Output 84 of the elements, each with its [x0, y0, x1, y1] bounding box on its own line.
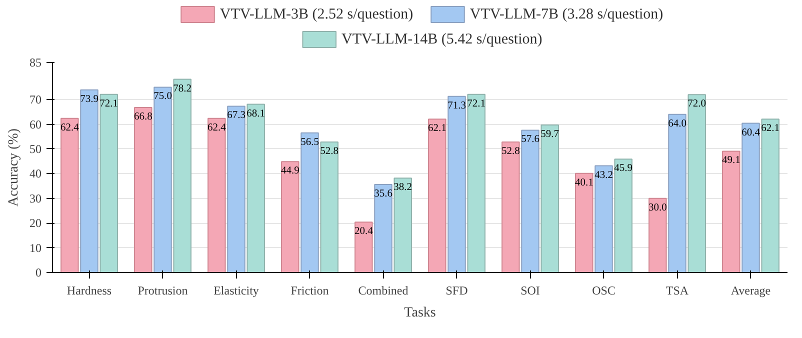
bar: [761, 118, 780, 272]
y-tick-label: 70: [30, 92, 42, 107]
bar: [448, 96, 466, 272]
bar: [467, 94, 486, 272]
data-label: 62.1: [428, 123, 446, 134]
data-label: 40.1: [574, 177, 594, 188]
data-label: 62.4: [60, 122, 80, 134]
bar: [100, 94, 118, 272]
data-label: 43.2: [594, 170, 613, 181]
data-label: 72.1: [100, 98, 118, 110]
y-tick-label: 60: [30, 117, 42, 132]
data-label: 75.0: [154, 91, 172, 102]
bar: [502, 142, 520, 272]
x-axis-title: Tasks: [404, 306, 436, 320]
data-label: 30.0: [648, 202, 667, 214]
bar: [173, 78, 192, 272]
x-tick-label: Average: [730, 284, 771, 298]
x-tick-label: TSA: [666, 284, 689, 298]
data-label: 67.3: [227, 110, 246, 122]
y-tick-label: 85: [30, 56, 42, 70]
x-tick-label: SFD: [446, 284, 468, 298]
bar: [394, 178, 412, 272]
y-tick-label: 50: [30, 142, 42, 156]
data-label: 71.3: [448, 100, 466, 112]
bar: [134, 106, 152, 272]
data-label: 57.6: [521, 134, 540, 146]
bar: [521, 130, 540, 272]
data-label: 49.1: [722, 155, 740, 166]
data-label: 52.8: [320, 146, 339, 158]
x-tick-label: Elasticity: [214, 284, 259, 298]
legend-label: VTV-LLM-3B (2.52 s/question): [220, 6, 414, 22]
bar: [208, 118, 226, 272]
data-label: 60.4: [742, 127, 761, 138]
data-label: 45.9: [614, 163, 633, 174]
bar: [374, 184, 392, 272]
y-axis-title: Accuracy (%): [6, 128, 22, 207]
bar: [648, 198, 667, 272]
data-label: 72.1: [467, 98, 486, 110]
data-label: 35.6: [374, 188, 392, 200]
bar: [300, 132, 319, 272]
x-tick-label: SOI: [520, 284, 540, 298]
bar: [354, 222, 373, 272]
data-label: 38.2: [394, 182, 412, 194]
x-tick-label: Friction: [290, 284, 329, 298]
bar: [614, 158, 632, 272]
bar: [594, 165, 613, 272]
data-label: 20.4: [354, 226, 374, 238]
data-label: 56.5: [300, 136, 319, 148]
x-tick-label: Hardness: [66, 284, 112, 298]
y-tick-label: 0: [36, 266, 42, 280]
data-label: 68.1: [246, 108, 266, 120]
bar: [668, 114, 686, 272]
data-label: 72.0: [688, 98, 706, 110]
data-label: 73.9: [80, 94, 98, 105]
bar: [320, 142, 338, 272]
y-tick-label: 30: [30, 191, 42, 206]
y-tick-label: 10: [30, 240, 42, 255]
bar: [575, 172, 594, 272]
data-label: 78.2: [173, 83, 192, 94]
bar: [60, 118, 79, 272]
bar: [688, 94, 706, 272]
bar: [227, 106, 246, 272]
bar: [540, 124, 559, 272]
bar: [80, 89, 98, 272]
bar: [281, 161, 300, 272]
data-label: 62.4: [207, 122, 227, 134]
data-label: 44.9: [280, 166, 300, 177]
data-label: 59.7: [540, 129, 560, 140]
bar: [154, 86, 172, 272]
data-label: 66.8: [134, 111, 152, 122]
legend-label: VTV-LLM-14B (5.42 s/question): [342, 32, 542, 48]
y-tick-label: 40: [30, 166, 42, 181]
bar: [428, 118, 446, 272]
bar: [742, 122, 760, 272]
y-tick-label: 20: [30, 216, 42, 230]
bar: [722, 150, 740, 272]
bar: [246, 104, 265, 272]
data-label: 64.0: [668, 118, 686, 130]
x-tick-label: Combined: [358, 284, 408, 298]
data-label: 52.8: [501, 146, 520, 158]
data-label: 62.1: [761, 123, 780, 134]
legend-label: VTV-LLM-7B (3.28 s/question): [470, 6, 664, 22]
x-tick-label: Protrusion: [138, 284, 188, 298]
x-tick-label: OSC: [592, 284, 616, 298]
